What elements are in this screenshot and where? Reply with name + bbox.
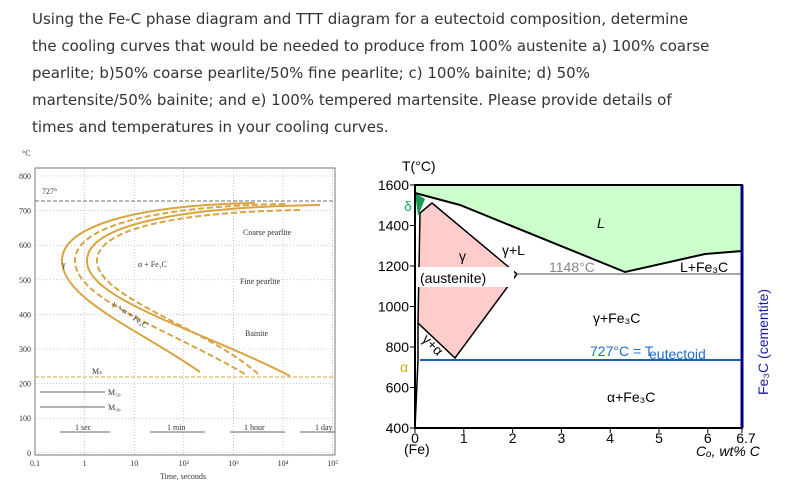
ms-label: Mₛ	[92, 367, 102, 376]
m50-label: M₅₀	[108, 388, 121, 397]
x-tick-label: 3	[558, 430, 566, 446]
time-mark: 1 day	[315, 423, 333, 432]
y-tick-label: 800	[386, 339, 410, 355]
m90-label: M₉₀	[108, 403, 121, 412]
region-label: Coarse pearlite	[243, 228, 292, 237]
x-tick-label: 10⁴	[278, 459, 289, 468]
region-label: γ	[459, 248, 466, 264]
x-tick-label: 10²	[179, 459, 190, 468]
question-line: times and temperatures in your cooling c…	[32, 118, 389, 134]
x-tick-label: 0.1	[30, 459, 40, 468]
phase-diagram: T(°C) L γ+L γ (austenite) 1148°C L+Fe₃C …	[378, 158, 771, 459]
region-label: α + Fe₃C	[138, 260, 167, 269]
y-unit: °C	[22, 149, 31, 158]
region-label: L	[597, 215, 605, 231]
ttt-diagram: °C 727° γ α + Fe₃C γ + α + Fe₃C Coarse p…	[19, 149, 338, 481]
y-tick-label: 500	[19, 276, 31, 285]
y-tick-label: 600	[386, 380, 410, 396]
y-tick-label: 1000	[378, 299, 409, 315]
y-tick-label: 700	[19, 207, 31, 216]
question-line: Using the Fe-C phase diagram and TTT dia…	[32, 10, 689, 28]
y-tick-label: 300	[19, 345, 31, 354]
region-label: L+Fe₃C	[680, 259, 728, 275]
region-label: Fine pearlite	[240, 277, 281, 286]
region-label: α	[400, 359, 408, 375]
region-label: γ+L	[502, 242, 525, 258]
x-tick-label: 10⁵	[327, 459, 338, 468]
time-mark: 1 sec	[75, 423, 92, 432]
x-label: Time, seconds	[160, 472, 206, 481]
y-tick-label: 1400	[378, 218, 409, 234]
time-mark: 1 min	[167, 423, 185, 432]
question: Using the Fe-C phase diagram and TTT dia…	[32, 6, 782, 134]
eutectoid-sub: eutectoid	[649, 346, 706, 362]
eutectic-label: 1148°C	[549, 259, 595, 275]
right-label: Fe₃C (cementite)	[755, 289, 771, 395]
x-tick-label: 10³	[228, 459, 239, 468]
question-line: pearlite; b)50% coarse pearlite/50% fine…	[32, 64, 590, 82]
x-tick-label: 6	[704, 430, 712, 446]
x-tick-label: 10	[130, 459, 138, 468]
region-label: Bainite	[245, 329, 269, 338]
y-tick-label: 100	[19, 414, 31, 423]
region-label: γ	[61, 260, 66, 269]
x-tick-label: 6.7	[736, 430, 756, 446]
time-mark: 1 hour	[244, 423, 265, 432]
y-tick-label: 200	[19, 380, 31, 389]
x-tick-label: 4	[606, 430, 614, 446]
y-tick-label: 400	[386, 420, 410, 436]
eutectoid-label: 727°	[42, 187, 57, 196]
x-tick-label: 1	[460, 430, 468, 446]
region-label: (austenite)	[420, 270, 486, 286]
y-tick-label: 1200	[378, 258, 409, 274]
region-label: δ	[404, 198, 412, 214]
x-tick-label: 0	[411, 430, 419, 446]
eutectoid-label: 727°C = T	[590, 343, 654, 359]
y-tick-label: 800	[19, 172, 31, 181]
y-tick-label: 0	[27, 449, 31, 458]
x-tick-label: 1	[83, 459, 87, 468]
y-tick-label: 1600	[378, 177, 409, 193]
x-tick-label: 2	[509, 430, 517, 446]
y-label: T(°C)	[402, 158, 436, 174]
x-tick-label: 5	[655, 430, 663, 446]
y-tick-label: 400	[19, 310, 31, 319]
question-line: martensite/50% bainite; and e) 100% temp…	[32, 91, 672, 109]
region-label: γ+Fe₃C	[593, 310, 640, 326]
x-label: Cₒ, wt% C	[696, 443, 761, 459]
y-tick-label: 600	[19, 241, 31, 250]
region-label: α+Fe₃C	[607, 389, 655, 405]
x-left-label: (Fe)	[404, 441, 430, 457]
question-line: the cooling curves that would be needed …	[32, 37, 710, 55]
